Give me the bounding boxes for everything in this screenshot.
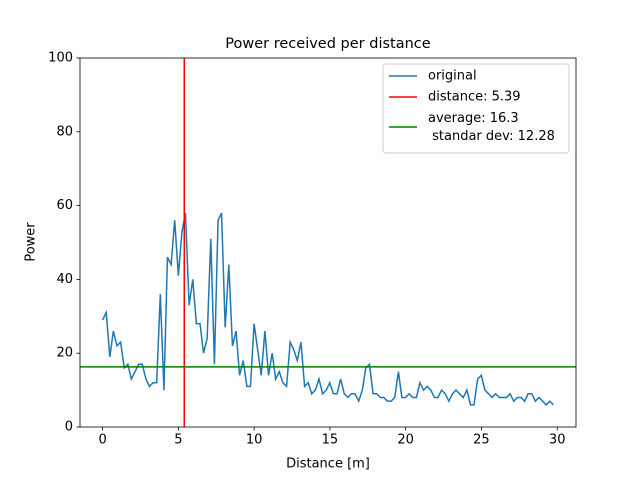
legend-label: distance: 5.39 [428, 90, 521, 105]
legend-label: original [428, 69, 477, 84]
x-tick-label: 10 [246, 433, 263, 448]
x-tick-label: 25 [473, 433, 490, 448]
x-tick-label: 30 [549, 433, 566, 448]
x-tick-label: 15 [322, 433, 339, 448]
y-tick-label: 20 [56, 346, 73, 361]
x-tick-label: 20 [397, 433, 414, 448]
y-axis-label: Power [24, 222, 39, 262]
y-tick-label: 0 [65, 420, 73, 435]
y-tick-label: 40 [56, 272, 73, 287]
plot-frame [79, 57, 577, 428]
chart-title: Power received per distance [225, 36, 430, 52]
y-tick-label: 60 [56, 198, 73, 213]
y-tick-label: 80 [56, 124, 73, 139]
x-tick-label: 0 [98, 433, 106, 448]
legend-box [382, 63, 570, 154]
y-tick-label: 100 [48, 51, 73, 66]
data-line [101, 212, 554, 406]
x-tick-label: 5 [174, 433, 182, 448]
legend-label: average: 16.3 standar dev: 12.28 [428, 111, 555, 144]
x-axis-label: Distance [m] [286, 457, 370, 472]
